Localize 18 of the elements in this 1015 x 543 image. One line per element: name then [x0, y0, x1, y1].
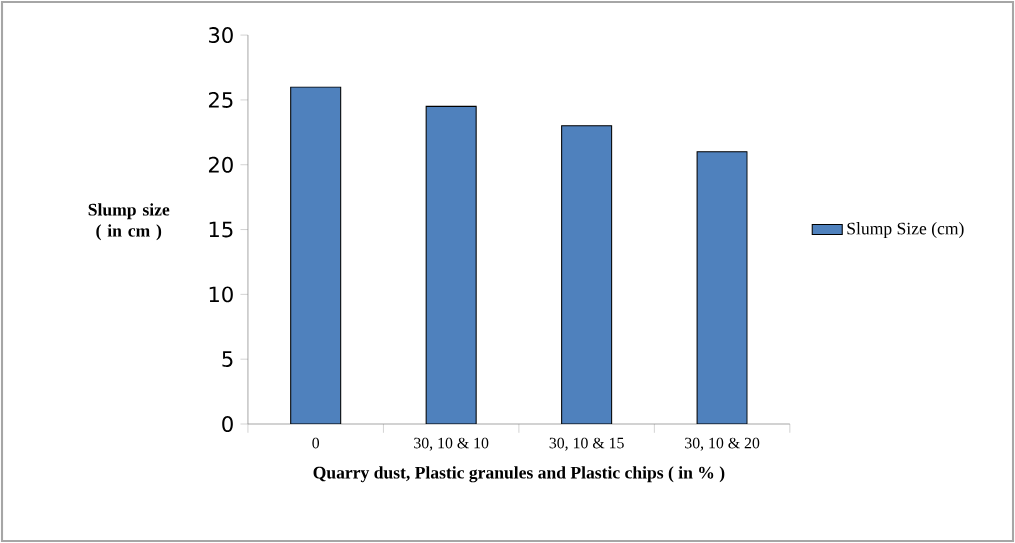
x-tick-label: 30, 10 & 15: [549, 437, 624, 451]
y-tick-label: 25: [208, 91, 233, 108]
bar: [425, 105, 477, 425]
y-tick-label: 5: [222, 351, 233, 368]
bar: [561, 125, 613, 425]
y-tick-label: 20: [208, 156, 233, 173]
y-tick-label: 30: [209, 27, 233, 44]
legend-label: Slump Size (cm): [847, 222, 964, 239]
bar: [696, 151, 748, 425]
x-axis-title: Quarry dust, Plastic granules and Plastic chips ( in % ): [313, 466, 725, 483]
x-tick-label: 30, 10 & 20: [685, 437, 760, 451]
y-tick-label: 0: [222, 416, 233, 432]
y-tick-label: 15: [209, 221, 233, 238]
x-tick-label: 30, 10 & 10: [414, 437, 489, 451]
y-tick-label: 10: [209, 286, 233, 303]
bar: [290, 86, 342, 425]
x-tick-label: 0: [312, 437, 320, 449]
y-axis-title: Slump size ( in cm ): [88, 203, 170, 241]
